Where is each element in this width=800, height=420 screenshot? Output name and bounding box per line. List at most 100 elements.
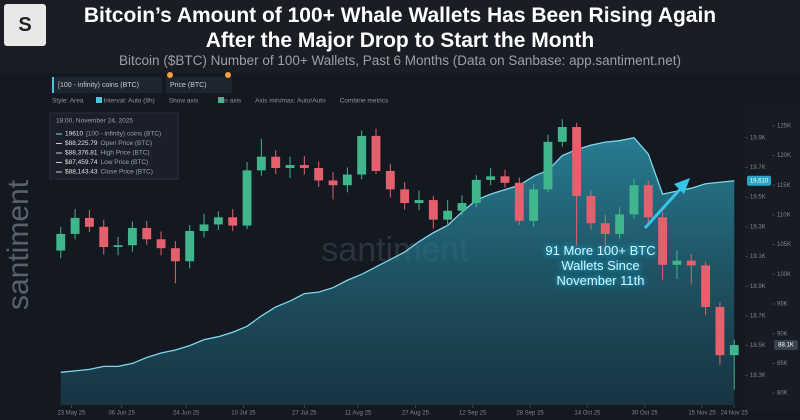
x-tick-label: 28 Sep 25 — [516, 411, 544, 417]
candle-body — [629, 185, 639, 215]
toolbar-item[interactable]: Interval: Auto (8h) — [103, 98, 154, 105]
title: Bitcoin’s Amount of 100+ Whale Wallets H… — [83, 4, 717, 52]
candle-body — [299, 165, 309, 168]
candle-body — [170, 248, 180, 262]
y2-tick-label: 18.9K — [750, 284, 766, 290]
candle-body — [643, 185, 653, 218]
info-label: Close Price (BTC) — [101, 169, 153, 176]
candle-body — [514, 182, 524, 221]
toolbar-item[interactable]: Show axis — [169, 98, 199, 105]
candle-body — [572, 127, 582, 196]
value-badge-label: 19,610 — [750, 178, 769, 184]
candle-body — [199, 224, 209, 231]
candle-body — [185, 230, 195, 262]
tab-label[interactable]: Price (BTC) — [170, 82, 207, 89]
candle-body — [557, 127, 567, 142]
candle-body — [242, 170, 252, 226]
candle-body — [70, 217, 80, 234]
info-value: $88,225.79 — [65, 140, 98, 147]
candle-body — [213, 217, 223, 225]
x-tick-label: 27 Aug 25 — [402, 411, 430, 417]
y-tick-label: 125K — [777, 123, 791, 129]
candle-body — [500, 176, 510, 183]
y-tick-label: 90K — [777, 331, 788, 337]
tab-label[interactable]: [100 - infinity) coins (BTC) — [58, 82, 139, 89]
candle-body — [357, 135, 367, 175]
y2-tick-label: 19.3K — [750, 224, 766, 230]
candle-body — [113, 245, 123, 247]
y-tick-label: 110K — [777, 212, 791, 218]
y-tick-label: 85K — [777, 361, 788, 367]
candle-body — [142, 227, 152, 240]
info-value: 19610 — [65, 131, 83, 138]
toolbar-item[interactable]: Axis min/max: Auto/Auto — [255, 98, 326, 105]
candle-body — [56, 233, 66, 251]
value-badge-label: 88.1K — [778, 343, 794, 349]
x-tick-label: 30 Oct 25 — [632, 411, 659, 417]
arrow — [643, 184, 685, 230]
y-tick-label: 80K — [777, 391, 788, 397]
x-tick-label: 27 Jul 25 — [292, 411, 317, 417]
candle-body — [600, 223, 610, 234]
info-label: [100 - infinity) coins (BTC) — [86, 131, 161, 138]
candle-body — [371, 135, 381, 171]
candle-body — [99, 226, 109, 247]
x-tick-label: 11 Aug 25 — [345, 411, 372, 417]
candle-body — [701, 265, 711, 307]
y2-tick-label: 19.5K — [750, 195, 766, 201]
y-tick-label: 95K — [777, 302, 788, 308]
toolbar-item[interactable]: Pin axis — [218, 98, 242, 105]
candle-body — [285, 165, 295, 168]
value-badge — [774, 340, 798, 351]
y-tick-label: 105K — [777, 242, 791, 248]
y2-tick-label: 19.1K — [750, 254, 766, 260]
candle-body — [729, 345, 739, 356]
info-box — [49, 112, 179, 180]
candle-body — [385, 170, 395, 190]
x-tick-label: 06 Jun 25 — [108, 411, 135, 417]
checkbox[interactable] — [218, 97, 224, 103]
tab-marker — [52, 77, 54, 93]
subtitle: Bitcoin ($BTC) Number of 100+ Wallets, P… — [119, 53, 681, 68]
candle-body — [228, 217, 238, 226]
arrow-head — [674, 178, 690, 194]
candle-body — [414, 200, 424, 204]
x-tick-label: 10 Jul 25 — [231, 411, 256, 417]
candle-body — [686, 260, 696, 266]
x-tick-label: 24 Nov 25 — [721, 411, 749, 417]
toolbar-item[interactable]: Combine metrics — [340, 98, 390, 105]
candle-body — [615, 214, 625, 234]
info-label: Open Price (BTC) — [101, 140, 153, 147]
candle-body — [256, 156, 266, 171]
tab[interactable] — [166, 77, 232, 93]
y-tick-label: 120K — [777, 153, 791, 159]
toolbar-item[interactable]: Style: Area — [52, 98, 84, 105]
candle-body — [400, 189, 410, 204]
plot — [56, 119, 739, 405]
candle-body — [672, 260, 682, 265]
y2-tick-label: 18.7K — [750, 313, 766, 319]
candle-body — [586, 195, 596, 224]
x-tick-label: 23 May 25 — [57, 411, 86, 417]
candle-body — [443, 210, 453, 220]
info-value: $88,143.43 — [65, 169, 98, 176]
value-badge — [747, 175, 771, 186]
info-label: High Price (BTC) — [101, 150, 150, 157]
candle-body — [156, 239, 166, 249]
watermark: santiment — [2, 179, 35, 310]
candle-body — [471, 179, 481, 204]
candle-body — [271, 156, 281, 168]
color-swatch[interactable] — [96, 97, 102, 103]
y-tick-label: 100K — [777, 272, 791, 278]
candle-body — [428, 200, 438, 220]
y2-tick-label: 19.7K — [750, 165, 766, 171]
x-tick-label: 15 Nov 25 — [688, 411, 716, 417]
tab-dot — [225, 72, 231, 78]
x-tick-label: 12 Sep 25 — [459, 411, 487, 417]
y2-tick-label: 19.9K — [750, 135, 766, 141]
candle-body — [314, 167, 324, 181]
candle-body — [658, 217, 668, 265]
tab[interactable] — [52, 77, 162, 93]
